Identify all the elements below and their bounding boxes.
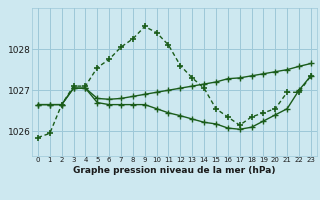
X-axis label: Graphe pression niveau de la mer (hPa): Graphe pression niveau de la mer (hPa)	[73, 166, 276, 175]
